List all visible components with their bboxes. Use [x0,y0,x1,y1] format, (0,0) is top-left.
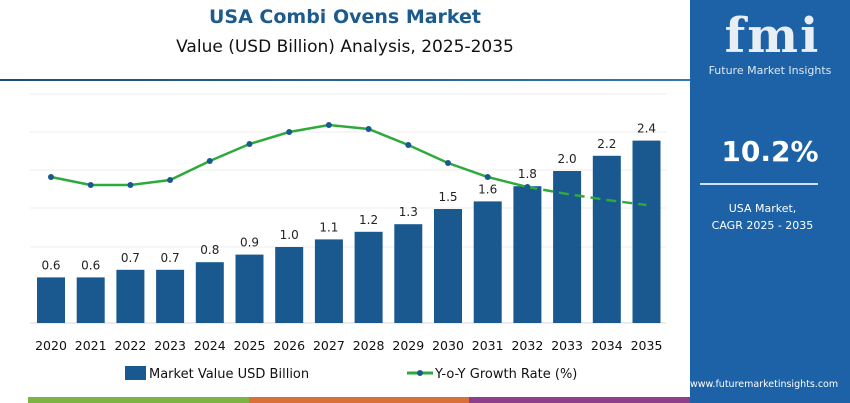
x-tick-2026: 2026 [273,338,305,353]
growth-point-2028 [365,126,372,132]
growth-point-2023 [167,177,174,183]
brand-name: Future Market Insights [708,64,832,77]
bar-2028 [354,231,383,323]
x-tick-2032: 2032 [511,338,543,353]
bar-label-2023: 0.7 [161,251,180,265]
bar-2021 [76,277,105,323]
legend-bar-label: Market Value USD Billion [149,367,309,382]
growth-point-2027 [325,122,332,128]
bar-label-2025: 0.9 [240,236,259,250]
bar-label-2030: 1.5 [438,190,457,204]
chart-subtitle: Value (USD Billion) Analysis, 2025-2035 [176,37,514,57]
bar-2024 [195,262,224,323]
bottom-color-bar [28,397,691,403]
header-divider [0,79,690,81]
growth-point-2031 [484,174,491,180]
cagr-label: USA Market, CAGR 2025 - 2035 [690,200,835,234]
bar-2027 [314,239,343,323]
bar-label-2021: 0.6 [81,258,100,272]
growth-point-2022 [127,182,134,188]
bar-label-2027: 1.1 [319,220,338,234]
growth-point-2021 [87,182,94,188]
legend-line-label: Y-o-Y Growth Rate (%) [434,367,577,382]
x-tick-2034: 2034 [591,338,623,353]
growth-point-2032 [524,184,531,190]
cagr-label-period: CAGR 2025 - 2035 [711,219,814,232]
x-tick-2030: 2030 [432,338,464,353]
growth-point-2025 [246,141,253,147]
bar-label-2029: 1.3 [399,205,418,219]
bar-label-2020: 0.6 [41,258,60,272]
legend-bar-swatch [125,366,146,380]
cagr-label-market: USA Market, [728,202,797,215]
growth-point-2030 [445,160,451,166]
x-tick-2022: 2022 [114,338,146,353]
chart: 0.6 0.6 0.7 0.7 0.8 0.9 1.0 1.1 1.2 1.3 1.5 1.6 1.8 2… [30,93,666,382]
bar-2025 [235,254,264,323]
bar-label-2034: 2.2 [597,137,616,151]
fmi-logo: fmi [724,8,821,64]
x-tick-2033: 2033 [551,338,583,353]
website-link[interactable]: www.futuremarketinsights.com [690,379,839,390]
growth-point-2020 [48,174,54,180]
legend-line-marker [417,370,423,376]
growth-line-forecast [527,185,647,207]
bar-label-2035: 2.4 [637,122,656,136]
growth-point-2024 [206,158,213,164]
x-tick-2028: 2028 [353,338,385,353]
legend: Market Value USD Billion Y-o-Y Growth Ra… [125,366,577,382]
x-tick-2027: 2027 [313,338,345,353]
cagr-value: 10.2% [721,135,819,168]
chart-title: USA Combi Ovens Market [208,6,482,28]
x-tick-2025: 2025 [234,338,266,353]
bar-2022 [116,269,145,323]
bar-2026 [275,247,304,323]
x-tick-2024: 2024 [194,338,226,353]
x-tick-2031: 2031 [472,338,504,353]
bar-label-2024: 0.8 [200,243,219,257]
x-tick-2029: 2029 [392,338,424,353]
growth-point-2026 [286,129,293,135]
bar-2030 [434,209,462,323]
bar-2032 [513,186,542,323]
growth-point-2029 [405,142,412,148]
bar-2020 [37,277,65,323]
bar-label-2026: 1.0 [280,228,299,242]
bar-label-2031: 1.6 [478,182,497,196]
x-tick-2035: 2035 [631,338,663,353]
x-tick-2023: 2023 [154,338,186,353]
x-tick-2021: 2021 [75,338,107,353]
bar-2035 [632,140,661,323]
sidebar-panel: fmi Future Market Insights 10.2% USA Mar… [690,0,850,403]
bar-label-2022: 0.7 [121,251,140,265]
x-tick-2020: 2020 [35,338,67,353]
bar-2034 [592,155,621,323]
bar-label-2028: 1.2 [359,213,378,227]
bar-2023 [156,269,185,323]
bar-label-2032: 1.8 [518,167,537,181]
cagr-divider [700,183,818,185]
bar-label-2033: 2.0 [558,152,577,166]
bar-2031 [473,201,502,323]
bar-2029 [394,224,423,323]
